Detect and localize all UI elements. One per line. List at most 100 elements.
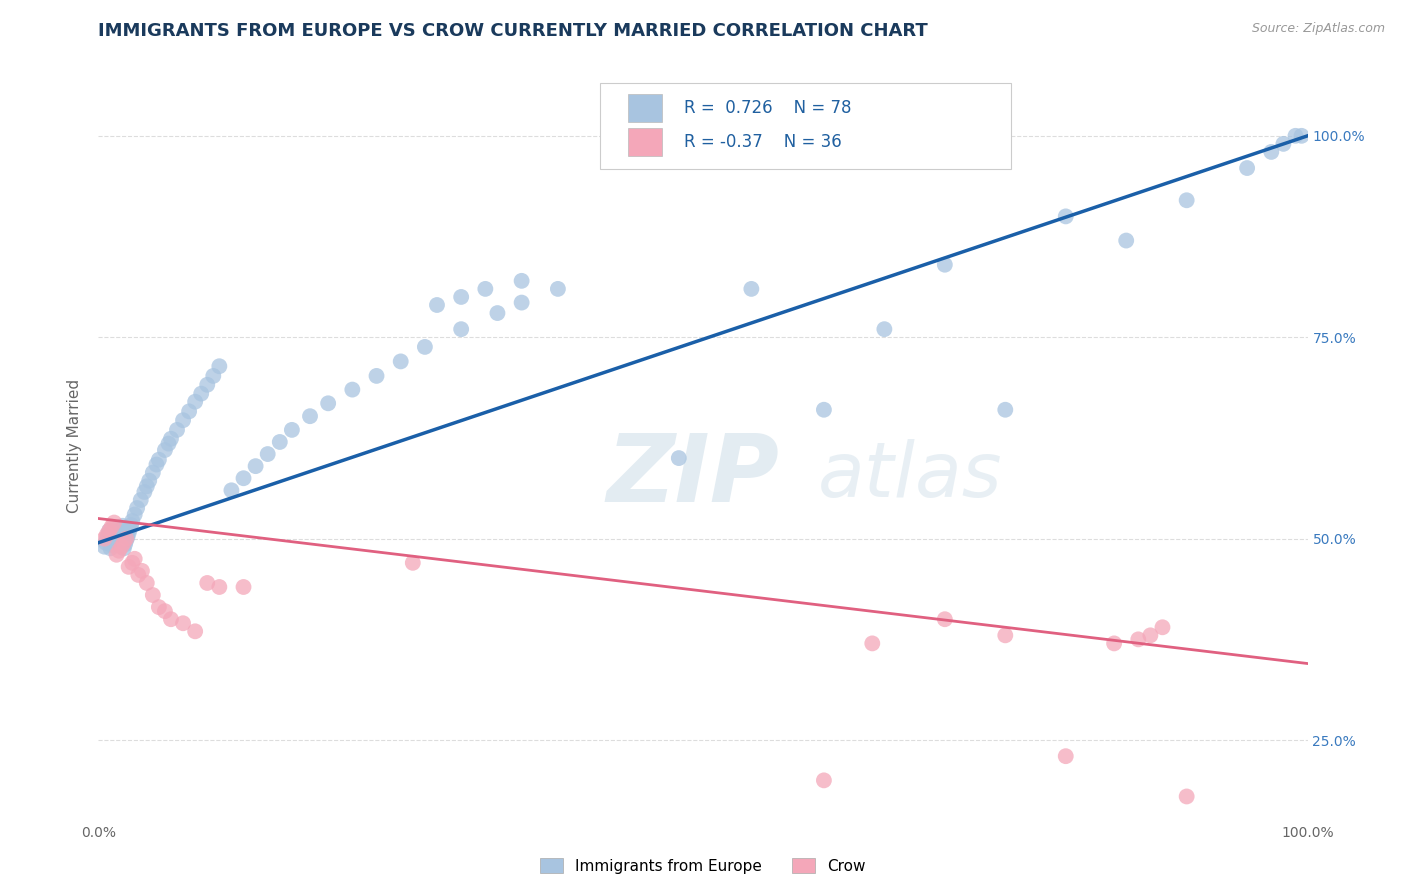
Point bbox=[547, 282, 569, 296]
Point bbox=[1260, 145, 1282, 159]
Point bbox=[256, 447, 278, 461]
Point bbox=[202, 368, 225, 383]
Point bbox=[127, 568, 149, 582]
Point bbox=[510, 295, 533, 310]
Point bbox=[111, 518, 134, 533]
Point bbox=[1175, 789, 1198, 804]
Point bbox=[124, 551, 146, 566]
Point bbox=[100, 519, 122, 533]
Point bbox=[172, 413, 194, 427]
Point bbox=[105, 548, 128, 562]
Point bbox=[98, 524, 121, 538]
Point bbox=[129, 493, 152, 508]
Point bbox=[93, 540, 115, 554]
Point bbox=[107, 534, 129, 549]
Point bbox=[245, 459, 267, 474]
Point bbox=[860, 636, 883, 650]
Point bbox=[148, 452, 170, 467]
Point bbox=[115, 533, 138, 548]
Point bbox=[105, 522, 128, 536]
Point bbox=[873, 322, 896, 336]
Point bbox=[118, 559, 141, 574]
Point bbox=[1115, 234, 1137, 248]
FancyBboxPatch shape bbox=[628, 128, 662, 156]
Point bbox=[1236, 161, 1258, 175]
Point bbox=[94, 535, 117, 549]
Point bbox=[934, 258, 956, 272]
Point bbox=[299, 409, 322, 424]
Point bbox=[281, 423, 304, 437]
Point bbox=[389, 354, 412, 368]
Point bbox=[402, 556, 425, 570]
Point bbox=[160, 432, 183, 446]
Point bbox=[190, 386, 212, 401]
Text: R =  0.726    N = 78: R = 0.726 N = 78 bbox=[683, 99, 851, 117]
Point bbox=[366, 368, 388, 383]
Point bbox=[1128, 632, 1150, 647]
Point bbox=[740, 282, 762, 296]
Point bbox=[1054, 749, 1077, 764]
Point bbox=[195, 377, 218, 392]
Point bbox=[994, 628, 1017, 642]
Y-axis label: Currently Married: Currently Married bbox=[67, 379, 83, 513]
Point bbox=[450, 322, 472, 336]
Point bbox=[474, 282, 496, 296]
Point bbox=[813, 773, 835, 788]
Point bbox=[1291, 128, 1313, 143]
Point bbox=[148, 600, 170, 615]
Point bbox=[135, 576, 157, 591]
Point bbox=[110, 523, 132, 537]
Text: IMMIGRANTS FROM EUROPE VS CROW CURRENTLY MARRIED CORRELATION CHART: IMMIGRANTS FROM EUROPE VS CROW CURRENTLY… bbox=[98, 22, 928, 40]
Point bbox=[118, 522, 141, 536]
Point bbox=[98, 524, 121, 538]
Point bbox=[1175, 194, 1198, 208]
Text: atlas: atlas bbox=[818, 439, 1002, 513]
Point bbox=[179, 404, 201, 418]
Point bbox=[1152, 620, 1174, 634]
Point bbox=[108, 526, 131, 541]
Point bbox=[138, 474, 160, 488]
Point bbox=[232, 580, 254, 594]
Point bbox=[510, 274, 533, 288]
Point bbox=[184, 394, 207, 409]
Point bbox=[103, 516, 125, 530]
Point bbox=[208, 359, 231, 374]
Point bbox=[101, 533, 124, 548]
Point bbox=[668, 451, 690, 466]
Point bbox=[232, 471, 254, 485]
Point bbox=[142, 466, 165, 480]
Point bbox=[413, 340, 436, 354]
Point bbox=[1139, 628, 1161, 642]
Point bbox=[153, 604, 176, 618]
Point bbox=[114, 537, 136, 551]
Point bbox=[142, 588, 165, 602]
Point bbox=[110, 540, 132, 554]
Point bbox=[994, 402, 1017, 417]
Point bbox=[1054, 210, 1077, 224]
Point bbox=[121, 556, 143, 570]
Point bbox=[157, 436, 180, 450]
Point bbox=[96, 532, 118, 546]
Point bbox=[121, 514, 143, 528]
Legend: Immigrants from Europe, Crow: Immigrants from Europe, Crow bbox=[534, 852, 872, 880]
FancyBboxPatch shape bbox=[600, 83, 1011, 169]
FancyBboxPatch shape bbox=[628, 94, 662, 122]
Point bbox=[153, 443, 176, 458]
Point bbox=[97, 527, 120, 541]
Point bbox=[135, 479, 157, 493]
Point bbox=[195, 576, 218, 591]
Point bbox=[813, 402, 835, 417]
Point bbox=[112, 541, 135, 556]
Point bbox=[1102, 636, 1125, 650]
Point bbox=[450, 290, 472, 304]
Point bbox=[184, 624, 207, 639]
Text: Source: ZipAtlas.com: Source: ZipAtlas.com bbox=[1251, 22, 1385, 36]
Point bbox=[208, 580, 231, 594]
Point bbox=[486, 306, 509, 320]
Point bbox=[118, 526, 141, 541]
Point bbox=[93, 532, 115, 546]
Point bbox=[100, 538, 122, 552]
Point bbox=[316, 396, 339, 410]
Point bbox=[103, 529, 125, 543]
Point bbox=[96, 527, 118, 541]
